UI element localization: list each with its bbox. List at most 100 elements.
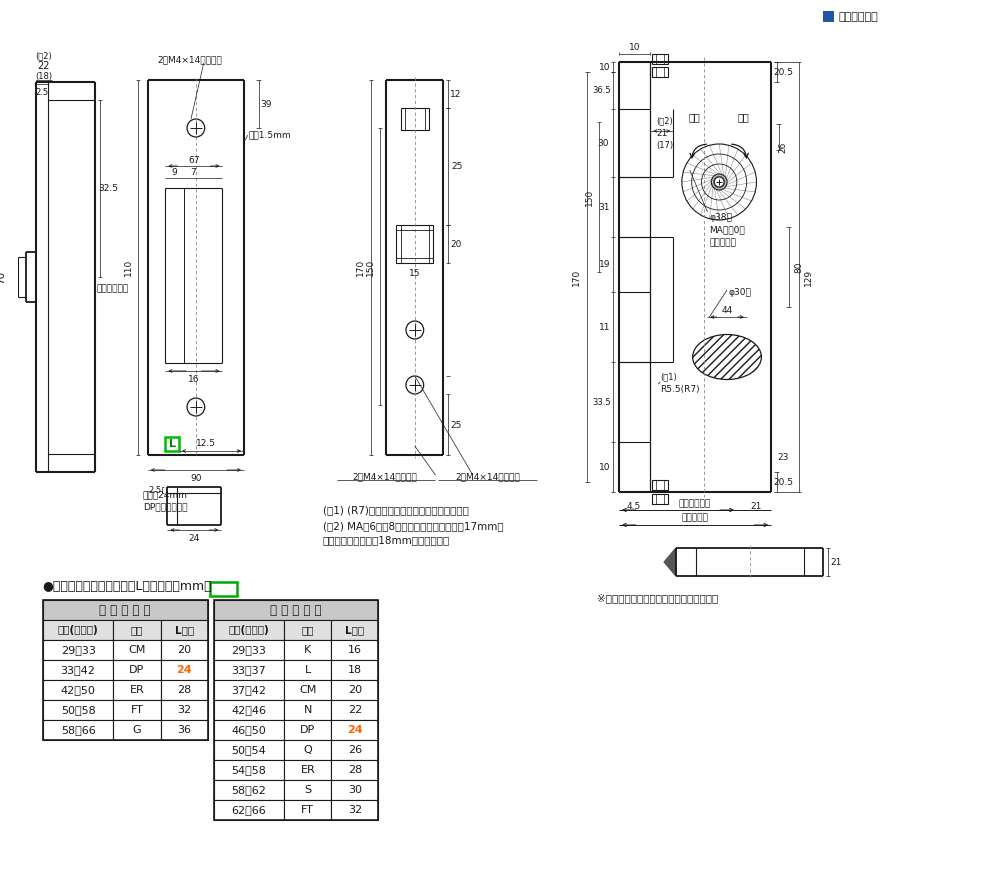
Bar: [331, 760, 378, 780]
Text: 28: 28: [348, 765, 362, 775]
Bar: [284, 740, 331, 760]
Text: 54～58: 54～58: [232, 765, 266, 775]
Text: 20: 20: [450, 239, 462, 248]
Text: 24: 24: [177, 665, 192, 675]
Text: ER: ER: [130, 685, 145, 695]
Text: (18): (18): [35, 72, 52, 81]
Text: (注2): (注2): [35, 51, 52, 61]
Bar: [214, 640, 284, 660]
Text: 58～66: 58～66: [61, 725, 96, 735]
Bar: [214, 800, 284, 820]
Text: 170: 170: [572, 269, 581, 286]
Text: 左右勝手共通: 左右勝手共通: [839, 12, 878, 22]
Text: 36: 36: [177, 725, 191, 735]
Bar: [43, 600, 208, 620]
Text: 30: 30: [598, 139, 609, 148]
Text: 21: 21: [657, 128, 668, 137]
Bar: [284, 640, 331, 660]
Text: 18: 18: [348, 665, 362, 675]
Bar: [114, 720, 161, 740]
Text: 32.5: 32.5: [99, 184, 119, 193]
Text: 場合は不要: 場合は不要: [710, 238, 737, 247]
Text: 23: 23: [777, 452, 788, 461]
Bar: [284, 660, 331, 680]
Text: 扉厚(以～未): 扉厚(以～未): [58, 625, 99, 635]
Text: 36.5: 36.5: [592, 85, 611, 94]
Text: 150: 150: [366, 258, 375, 276]
Bar: [653, 54, 668, 64]
Text: 15: 15: [409, 269, 420, 278]
Bar: [214, 600, 378, 620]
Text: トロヨケ深さ18mmとなります。: トロヨケ深さ18mmとなります。: [322, 535, 450, 545]
Text: 12.5: 12.5: [196, 438, 216, 447]
Bar: [331, 740, 378, 760]
Text: 39: 39: [259, 99, 271, 108]
Text: 11: 11: [599, 323, 610, 332]
Text: 記号: 記号: [131, 625, 144, 635]
Text: 記号: 記号: [301, 625, 314, 635]
Text: バックセット: バックセット: [679, 499, 711, 509]
Bar: [114, 620, 161, 640]
Text: 25: 25: [450, 420, 462, 429]
Text: 10: 10: [629, 42, 641, 51]
Text: 50～58: 50～58: [61, 705, 96, 715]
Bar: [653, 67, 668, 77]
Bar: [653, 494, 668, 504]
Text: ●扉厚によるストライクのL寸法（単位mm）: ●扉厚によるストライクのL寸法（単位mm）: [43, 580, 213, 592]
Text: 2.5: 2.5: [148, 486, 162, 495]
Text: 67: 67: [189, 156, 200, 165]
Bar: [114, 640, 161, 660]
Text: 32: 32: [348, 805, 362, 815]
Bar: [331, 620, 378, 640]
Text: (注1) (R7)はケースハンドル付の場合を示す。: (注1) (R7)はケースハンドル付の場合を示す。: [322, 505, 468, 515]
Text: 16: 16: [189, 375, 200, 383]
Text: L: L: [169, 439, 176, 449]
Bar: [210, 582, 238, 596]
Polygon shape: [665, 548, 676, 576]
Text: DP: DP: [130, 665, 145, 675]
Bar: [166, 437, 180, 451]
Text: 80: 80: [794, 262, 803, 272]
Text: 2.5: 2.5: [35, 88, 48, 97]
Bar: [114, 700, 161, 720]
Bar: [43, 680, 114, 700]
Bar: [43, 720, 114, 740]
Text: 4.5: 4.5: [627, 502, 641, 511]
Text: 2－M4×14皿小ねじ: 2－M4×14皿小ねじ: [352, 472, 417, 481]
Text: 16: 16: [348, 645, 362, 655]
Bar: [214, 780, 284, 800]
Bar: [161, 700, 208, 720]
Bar: [284, 760, 331, 780]
Text: (注2) MA－6、－8型はデッドボルト出寸法17mm、: (注2) MA－6、－8型はデッドボルト出寸法17mm、: [322, 521, 503, 531]
Text: 20: 20: [177, 645, 192, 655]
Bar: [823, 11, 834, 22]
Text: 33～37: 33～37: [232, 665, 266, 675]
Text: 29～33: 29～33: [232, 645, 266, 655]
Bar: [161, 640, 208, 660]
Bar: [214, 600, 378, 820]
Text: DP型ストライク: DP型ストライク: [143, 503, 188, 512]
Bar: [43, 620, 114, 640]
Text: 20.5: 20.5: [773, 67, 793, 76]
Text: 33.5: 33.5: [592, 398, 611, 407]
Text: 110: 110: [124, 258, 133, 276]
Text: 21: 21: [830, 557, 841, 566]
Text: 28: 28: [177, 685, 192, 695]
Text: ケース深さ: ケース深さ: [682, 513, 708, 522]
Bar: [161, 620, 208, 640]
Text: 58～62: 58～62: [232, 785, 266, 795]
Bar: [331, 780, 378, 800]
Text: (17): (17): [657, 141, 674, 150]
Text: 170: 170: [356, 258, 365, 276]
Text: 7: 7: [190, 168, 196, 177]
Text: 46～50: 46～50: [232, 725, 266, 735]
Bar: [331, 800, 378, 820]
Bar: [401, 108, 428, 130]
Text: DP: DP: [300, 725, 315, 735]
Text: CM: CM: [299, 685, 316, 695]
Text: 解錠: 解錠: [689, 112, 701, 122]
Text: 33～42: 33～42: [61, 665, 96, 675]
Text: G: G: [133, 725, 142, 735]
Text: 12: 12: [450, 90, 462, 99]
Text: ER: ER: [300, 765, 315, 775]
